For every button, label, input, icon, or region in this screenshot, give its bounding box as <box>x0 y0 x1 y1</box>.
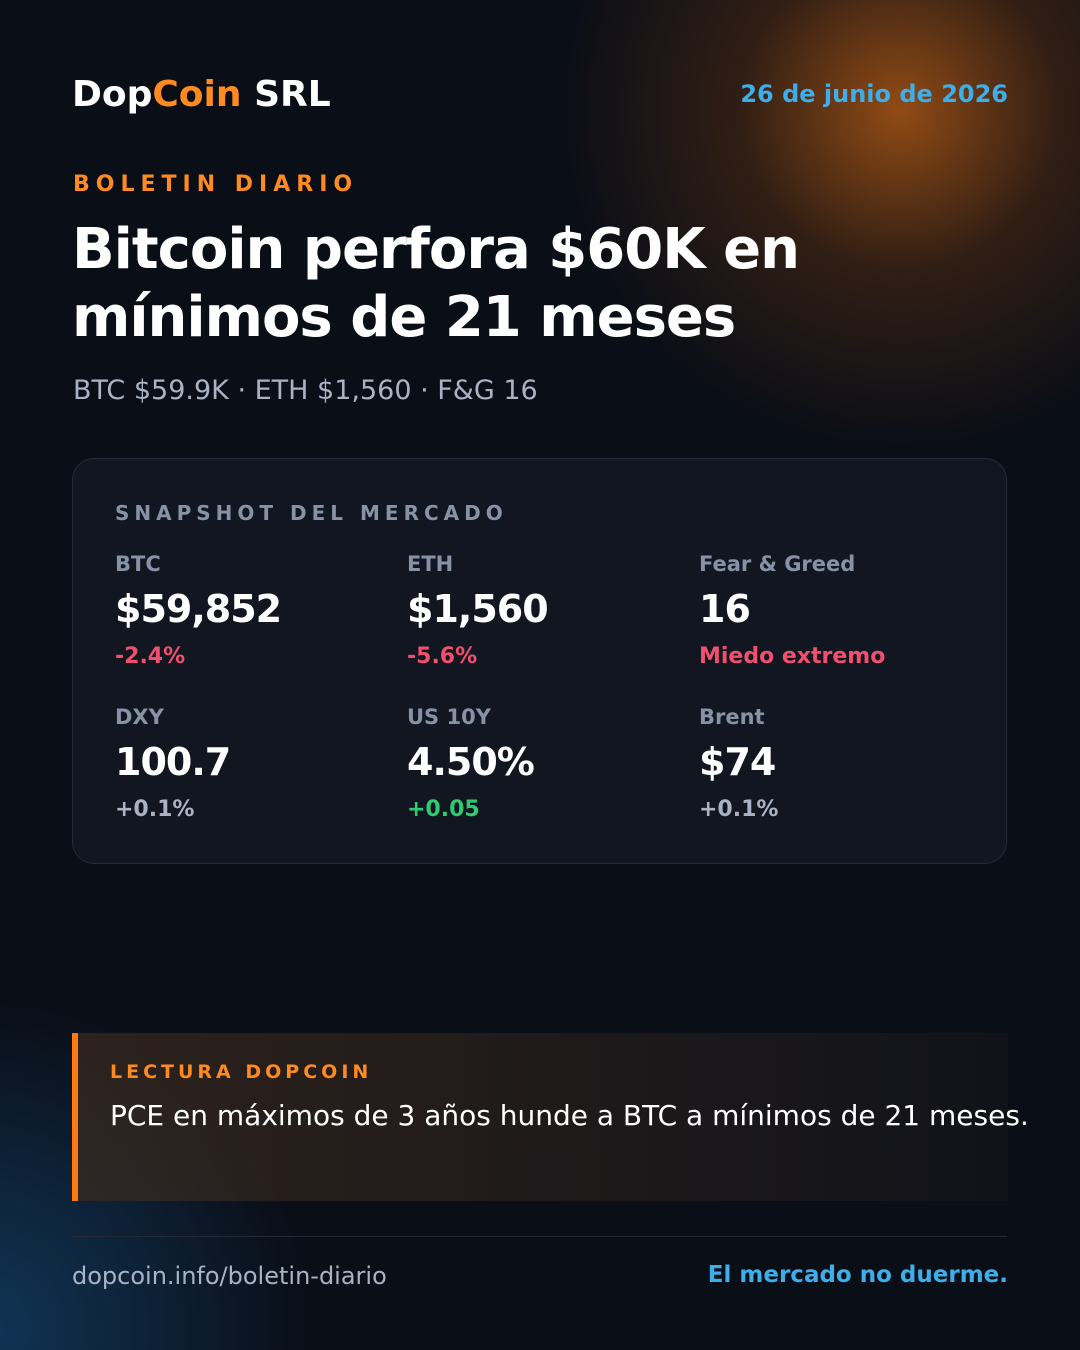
metric-change: -5.6% <box>407 644 478 669</box>
metric-label: DXY <box>115 705 164 729</box>
note: LECTURA DOPCOIN PCE en máximos de 3 años… <box>72 1033 1029 1201</box>
metric-label: Brent <box>699 705 765 729</box>
metric-label: BTC <box>115 552 161 576</box>
metric-label: ETH <box>407 552 454 576</box>
metric-label: US 10Y <box>407 705 491 729</box>
headline-line: Bitcoin perfora $60K en <box>72 217 800 282</box>
metric-label: Fear & Greed <box>699 552 856 576</box>
note-kicker: LECTURA DOPCOIN <box>110 1061 373 1083</box>
metric-value: 16 <box>699 587 751 631</box>
subline: BTC $59.9K · ETH $1,560 · F&G 16 <box>73 375 538 406</box>
metric-value: 4.50% <box>407 740 535 784</box>
headline-line: mínimos de 21 meses <box>72 285 736 350</box>
metric-value: 100.7 <box>115 740 231 784</box>
metric-change: +0.05 <box>407 797 480 822</box>
footer-url: dopcoin.info/boletin-diario <box>72 1262 387 1290</box>
metric-change: -2.4% <box>115 644 186 669</box>
metric-change: +0.1% <box>115 797 195 822</box>
note-text: PCE en máximos de 3 años hunde a BTC a m… <box>110 1099 1029 1132</box>
kicker: BOLETIN DIARIO <box>73 172 359 197</box>
brand-prefix: Dop <box>72 74 153 115</box>
metric-change: +0.1% <box>699 797 779 822</box>
brand-highlight: Coin <box>152 74 242 115</box>
headline: Bitcoin perfora $60K en mínimos de 21 me… <box>72 216 800 352</box>
divider <box>72 1236 1007 1237</box>
metric-value: $74 <box>699 740 776 784</box>
tagline: El mercado no duerme. <box>707 1262 1008 1288</box>
metric-value: $59,852 <box>115 587 282 631</box>
metric-change: Miedo extremo <box>699 644 886 669</box>
brand-suffix: SRL <box>254 74 331 115</box>
card-title: SNAPSHOT DEL MERCADO <box>115 501 508 525</box>
date: 26 de junio de 2026 <box>740 80 1008 108</box>
snapshot-card: SNAPSHOT DEL MERCADO BTC $59,852 -2.4% ETH $… <box>72 458 1007 864</box>
metric-value: $1,560 <box>407 587 549 631</box>
brand: DopCoin SRL <box>72 74 331 115</box>
